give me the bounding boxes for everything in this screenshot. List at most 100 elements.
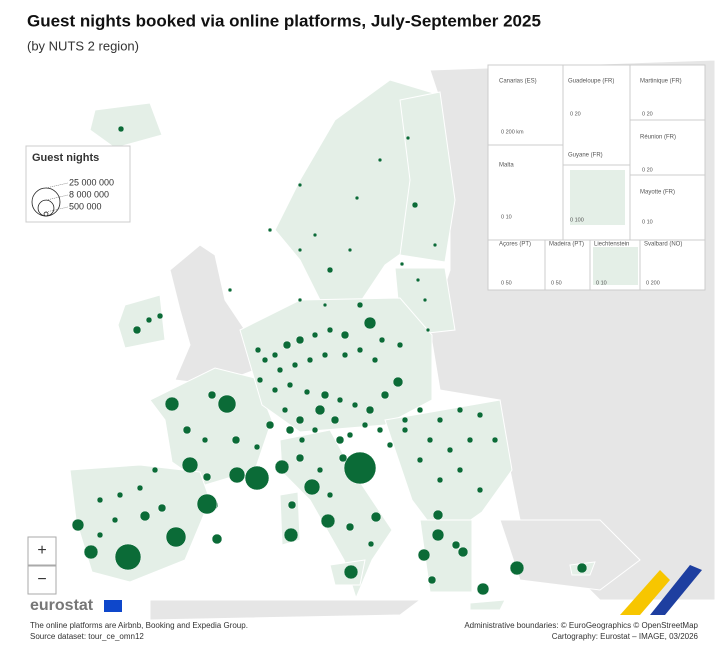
legend-label: 500 000 xyxy=(69,201,102,211)
region-bubble xyxy=(411,201,419,209)
region-bubble xyxy=(326,326,334,334)
region-bubble xyxy=(145,316,153,324)
inset-scale: 0 50 xyxy=(501,280,512,286)
zoom-out-button[interactable] xyxy=(27,565,57,595)
region-bubble xyxy=(399,261,405,267)
inset-scale: 0 20 xyxy=(570,111,581,117)
region-bubble xyxy=(311,331,319,339)
region-bubble xyxy=(96,531,104,539)
region-bubble xyxy=(392,376,404,388)
region-bubble xyxy=(271,351,279,359)
region-bubble xyxy=(132,325,142,335)
legend xyxy=(25,145,131,223)
region-bubble xyxy=(340,330,350,340)
region-bubble xyxy=(356,301,364,309)
region-bubble xyxy=(71,518,85,532)
region-bubble xyxy=(267,227,273,233)
region-bubble xyxy=(83,544,99,560)
footer-credit: Administrative boundaries: © EuroGeograp… xyxy=(464,621,698,630)
region-bubble xyxy=(202,472,212,482)
region-bubble xyxy=(182,425,192,435)
region-bubble xyxy=(283,527,299,543)
region-bubble xyxy=(476,582,490,596)
region-bubble xyxy=(380,390,390,400)
zoom-in-button[interactable] xyxy=(27,536,57,566)
legend-leader xyxy=(45,206,69,213)
region-bubble xyxy=(211,533,223,545)
region-bubble xyxy=(376,426,384,434)
region-bubble xyxy=(136,484,144,492)
region-bubble xyxy=(377,157,383,163)
footer-note: Source dataset: tour_ce_omn12 xyxy=(30,632,144,641)
region-bubble xyxy=(96,496,104,504)
region-bubble xyxy=(156,312,164,320)
inset-scale: 0 100 xyxy=(570,217,584,223)
region-bubble xyxy=(386,441,394,449)
title: Guest nights booked via online platforms… xyxy=(27,11,541,30)
region-bubble xyxy=(347,247,353,253)
region-bubble xyxy=(427,575,437,585)
region-bubble xyxy=(311,426,319,434)
region-bubble xyxy=(151,466,159,474)
region-bubble xyxy=(341,351,349,359)
region-bubble xyxy=(282,340,292,350)
region-bubble xyxy=(201,436,209,444)
region-bubble xyxy=(446,446,454,454)
region-bubble xyxy=(165,526,187,548)
region-bubble xyxy=(378,336,386,344)
region-bubble xyxy=(426,436,434,444)
region-bubble xyxy=(456,466,464,474)
region-bubble xyxy=(431,528,445,542)
region-bubble xyxy=(367,540,375,548)
region-bubble xyxy=(314,404,326,416)
region-bubble xyxy=(509,560,525,576)
region-bubble xyxy=(466,436,474,444)
region-bubble xyxy=(297,182,303,188)
region-bubble xyxy=(457,546,469,558)
region-bubble xyxy=(306,356,314,364)
region-bubble xyxy=(303,388,311,396)
region-bubble xyxy=(287,500,297,510)
region-bubble xyxy=(265,420,275,430)
inset-scale: 0 10 xyxy=(501,214,512,220)
region-bubble xyxy=(425,327,431,333)
region-bubble xyxy=(116,491,124,499)
region-bubble xyxy=(326,266,334,274)
region-bubble xyxy=(256,376,264,384)
inset-scale: 0 200 km xyxy=(501,129,524,135)
inset-scale: 0 20 xyxy=(642,167,653,173)
zoom-out-label[interactable]: − xyxy=(37,571,46,588)
region-bubble xyxy=(297,297,303,303)
region-bubble xyxy=(164,396,180,412)
inset-label: Guyane (FR) xyxy=(568,153,603,159)
region-bubble xyxy=(291,361,299,369)
region-bubble xyxy=(111,516,119,524)
region-bubble xyxy=(274,459,290,475)
zoom-controls xyxy=(27,536,57,595)
region-bubble xyxy=(432,242,438,248)
subtitle: (by NUTS 2 region) xyxy=(27,38,139,53)
legend-title: Guest nights xyxy=(32,152,99,164)
zoom-in-label[interactable]: + xyxy=(37,542,46,559)
region-bubble xyxy=(271,386,279,394)
eu-flag xyxy=(104,600,122,612)
region-bubble xyxy=(295,415,305,425)
region-bubble xyxy=(231,435,241,445)
region-bubble xyxy=(253,443,261,451)
region-bubble xyxy=(576,562,588,574)
region-bubble xyxy=(228,466,246,484)
region-bubble xyxy=(303,478,321,496)
inset-label: Mayotte (FR) xyxy=(640,190,675,196)
region-bubble xyxy=(432,509,444,521)
region-bubble xyxy=(354,195,360,201)
inset-scale: 0 200 xyxy=(646,280,660,286)
region-bubble xyxy=(320,390,330,400)
insets xyxy=(487,64,706,291)
footer-note: The online platforms are Airbnb, Booking… xyxy=(30,621,248,630)
region-bubble xyxy=(338,453,348,463)
region-bubble xyxy=(417,548,431,562)
logo: eurostat xyxy=(30,597,94,614)
region-bubble xyxy=(401,426,409,434)
region-bubble xyxy=(336,396,344,404)
region-bubble xyxy=(451,540,461,550)
